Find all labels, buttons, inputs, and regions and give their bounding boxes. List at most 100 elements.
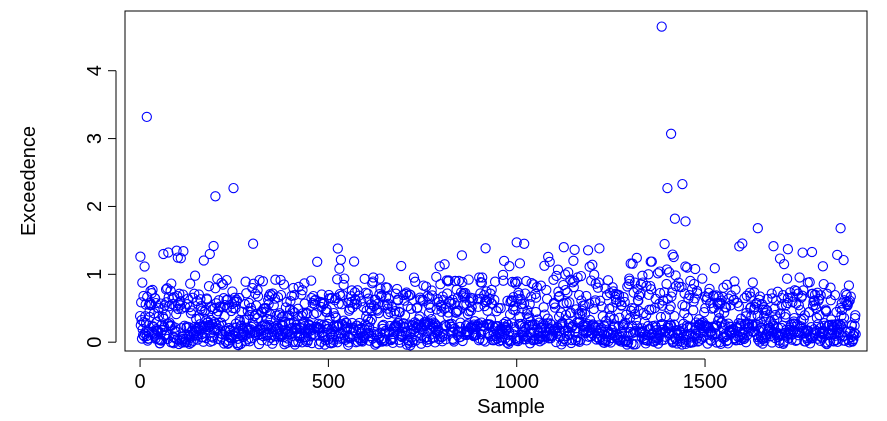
data-point (286, 323, 297, 334)
data-point (234, 292, 245, 304)
data-point (662, 182, 673, 194)
data-point (637, 270, 648, 281)
data-point (193, 289, 205, 300)
data-point (849, 320, 860, 331)
data-point (613, 289, 625, 301)
data-point (630, 308, 641, 320)
data-point (564, 297, 575, 308)
data-point (382, 282, 393, 293)
x-tick-label: 1500 (683, 371, 728, 393)
x-tick-label: 500 (312, 371, 345, 393)
data-point (185, 278, 196, 289)
data-point (178, 246, 189, 257)
data-point (163, 247, 174, 258)
data-point (387, 337, 399, 349)
data-point (552, 264, 564, 275)
data-point (752, 223, 763, 234)
data-point (665, 128, 677, 139)
data-point (474, 272, 485, 283)
data-point (378, 319, 389, 331)
data-point (184, 338, 195, 349)
data-point (489, 276, 501, 287)
data-point (476, 277, 488, 288)
data-point (815, 290, 826, 301)
data-point (628, 287, 639, 298)
data-point (366, 314, 377, 325)
data-point (511, 237, 522, 248)
data-point (405, 303, 417, 314)
data-point (214, 301, 225, 312)
data-point (308, 309, 319, 320)
data-point (713, 291, 724, 302)
data-point (768, 241, 779, 252)
data-point (806, 246, 818, 258)
data-point (289, 290, 300, 301)
data-point (836, 310, 847, 321)
data-point (685, 275, 696, 287)
data-point (410, 276, 421, 287)
data-point (396, 260, 407, 272)
data-point (423, 299, 434, 310)
data-point (251, 308, 262, 320)
data-point (613, 320, 624, 332)
data-point (447, 294, 458, 305)
data-point (247, 282, 258, 294)
data-point (794, 272, 805, 283)
data-point (175, 253, 186, 264)
data-point (558, 242, 569, 253)
data-point (752, 310, 763, 321)
data-point (394, 307, 405, 318)
data-point (399, 310, 411, 321)
data-point (272, 292, 284, 303)
data-point (646, 256, 657, 267)
data-point (821, 306, 832, 317)
data-point (740, 337, 752, 348)
data-point (433, 296, 445, 308)
data-point (669, 213, 681, 224)
data-point (566, 322, 577, 333)
data-point (526, 277, 537, 289)
data-point (641, 309, 652, 321)
data-point (631, 252, 642, 264)
data-point (439, 259, 450, 270)
data-point (747, 277, 758, 288)
data-point (845, 291, 856, 302)
data-point (139, 261, 150, 272)
y-tick-label: 0 (84, 337, 106, 348)
data-point (210, 191, 221, 202)
data-point (619, 296, 630, 308)
data-point (530, 292, 542, 303)
data-point (198, 255, 209, 266)
data-point (798, 285, 809, 296)
data-point (171, 308, 182, 320)
data-point (682, 262, 693, 273)
data-point (838, 312, 850, 323)
data-point (772, 313, 783, 324)
data-point (590, 295, 601, 306)
data-point (821, 288, 833, 299)
data-point (645, 284, 657, 295)
data-point (426, 290, 438, 301)
data-point (788, 316, 800, 327)
data-point (584, 261, 595, 272)
data-point (356, 296, 367, 307)
data-point (275, 289, 287, 301)
data-point (718, 282, 729, 293)
data-point (690, 263, 701, 275)
data-point (166, 278, 177, 289)
data-point (843, 296, 854, 308)
data-point (374, 289, 385, 300)
data-point (449, 323, 460, 334)
data-point (656, 21, 667, 32)
data-point (850, 310, 861, 321)
data-point (666, 291, 677, 302)
data-point (423, 307, 435, 318)
data-point (812, 287, 823, 298)
data-point (518, 298, 530, 309)
data-point (428, 317, 439, 328)
data-point (654, 287, 666, 299)
y-tick-label: 1 (84, 269, 106, 280)
data-point (829, 289, 841, 301)
data-point (405, 289, 416, 301)
